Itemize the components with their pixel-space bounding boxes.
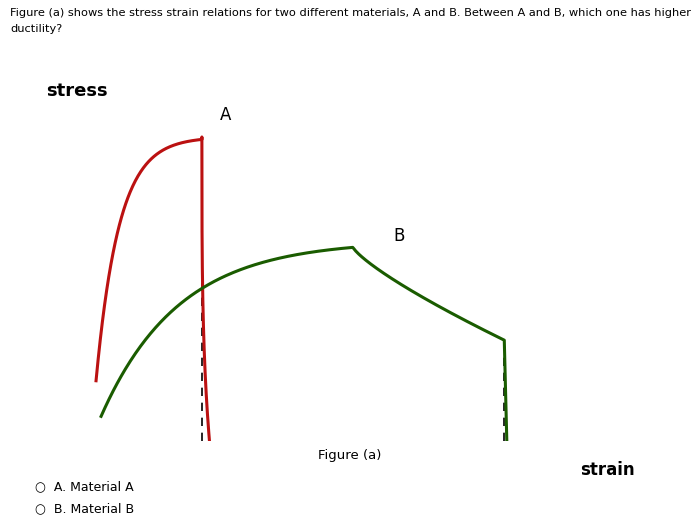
Text: ductility?: ductility? xyxy=(10,24,63,34)
Text: Figure (a): Figure (a) xyxy=(318,449,382,461)
Text: strain: strain xyxy=(580,461,634,479)
Text: Figure (a) shows the stress strain relations for two different materials, A and : Figure (a) shows the stress strain relat… xyxy=(10,8,692,18)
Text: ○  A. Material A: ○ A. Material A xyxy=(35,481,134,493)
Text: A: A xyxy=(220,106,231,124)
Text: B: B xyxy=(393,227,405,245)
Text: ○  B. Material B: ○ B. Material B xyxy=(35,502,134,515)
Text: stress: stress xyxy=(46,82,107,100)
